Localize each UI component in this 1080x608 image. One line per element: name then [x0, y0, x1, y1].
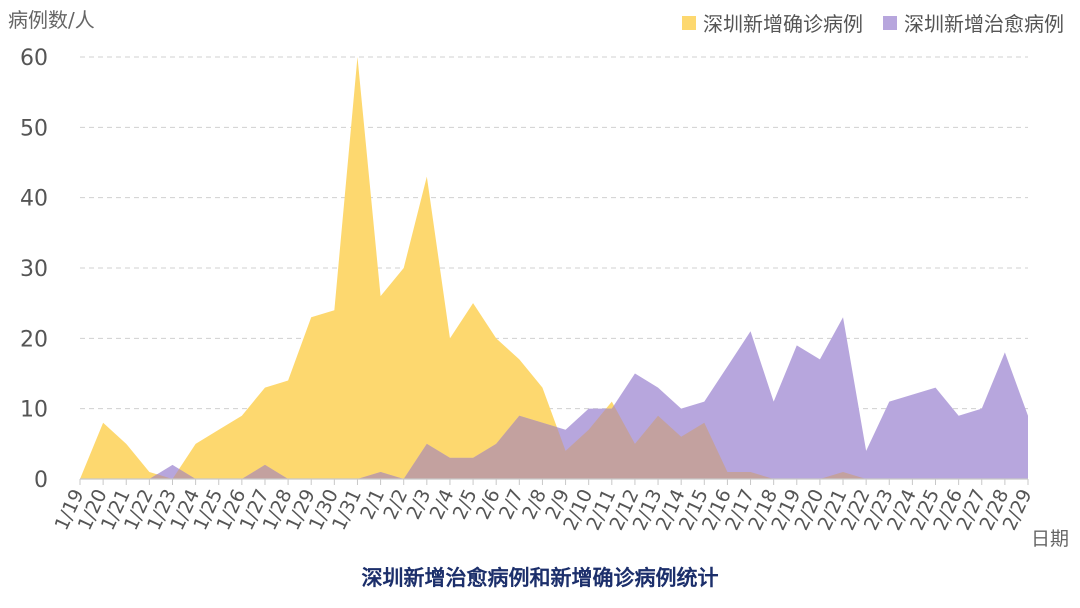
area-cured — [80, 317, 1028, 479]
x-axis-label: 日期 — [1031, 528, 1070, 550]
y-tick-label: 20 — [20, 327, 48, 352]
y-tick-label: 40 — [20, 187, 48, 212]
series-areas — [80, 57, 1028, 479]
area-confirmed — [80, 57, 1028, 479]
y-tick-label: 30 — [20, 257, 48, 282]
x-tick-labels: 1/191/201/211/221/231/241/251/261/271/28… — [51, 486, 1037, 534]
legend-item-confirmed: 深圳新增确诊病例 — [682, 8, 863, 37]
legend-swatch-confirmed — [682, 15, 696, 30]
legend-item-cured: 深圳新增治愈病例 — [883, 8, 1064, 37]
y-tick-labels: 0 10 20 30 40 50 60 — [20, 46, 48, 493]
chart-title: 深圳新增治愈病例和新增确诊病例统计 — [361, 566, 719, 590]
overlap-area — [80, 405, 1028, 479]
x-axis — [79, 478, 1029, 485]
legend-label-cured: 深圳新增治愈病例 — [904, 12, 1064, 36]
legend-label-confirmed: 深圳新增确诊病例 — [703, 12, 863, 36]
y-tick-label: 10 — [20, 398, 48, 423]
grid-lines — [80, 56, 1028, 410]
legend: 深圳新增确诊病例 深圳新增治愈病例 — [682, 8, 1064, 37]
legend-swatch-cured — [883, 15, 897, 30]
area-overlap — [80, 405, 1028, 479]
y-axis-label: 病例数/人 — [8, 8, 95, 32]
y-tick-label: 0 — [34, 468, 48, 493]
y-tick-label: 60 — [20, 46, 48, 71]
y-tick-label: 50 — [20, 116, 48, 141]
